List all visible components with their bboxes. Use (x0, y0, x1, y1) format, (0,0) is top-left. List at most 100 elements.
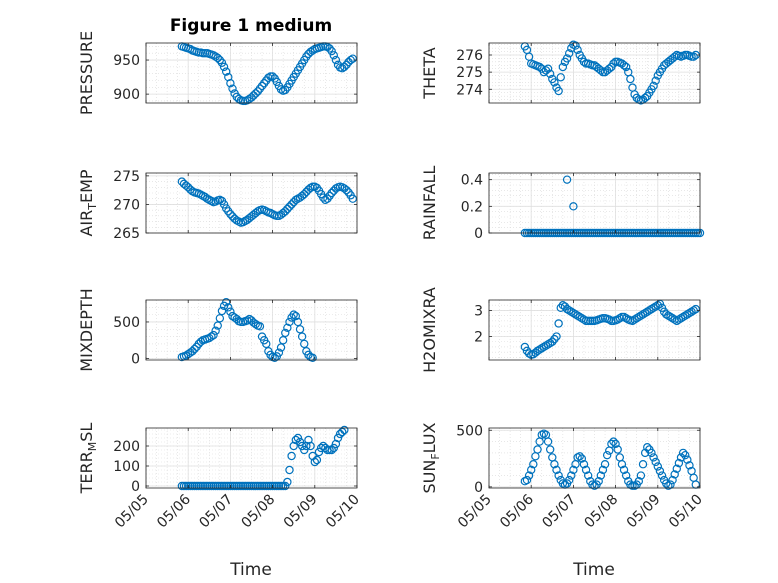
x-axis-label-right: Time (572, 560, 615, 580)
data-point (213, 53, 222, 63)
data-point (605, 64, 614, 73)
data-point (668, 314, 677, 323)
data-point (297, 441, 307, 451)
data-point (676, 314, 686, 323)
data-point (327, 188, 336, 198)
data-point (274, 348, 284, 357)
y-axis-label: RAINFALL (420, 166, 439, 241)
data-point (221, 67, 231, 76)
data-point (640, 93, 650, 103)
data-point (691, 304, 700, 314)
data-point (205, 333, 214, 343)
data-point (615, 314, 625, 323)
data-point (535, 345, 544, 354)
y-tick-label: 3 (474, 303, 483, 319)
data-point (255, 84, 265, 93)
data-point (666, 312, 675, 322)
data-point (556, 303, 565, 313)
data-point (524, 349, 534, 358)
data-point (672, 316, 681, 326)
data-point (295, 325, 305, 334)
data-point (672, 464, 681, 473)
data-point (302, 52, 311, 61)
data-point (575, 312, 584, 322)
data-point (638, 310, 648, 319)
axes-box (488, 427, 701, 489)
data-point (348, 54, 357, 63)
data-point (276, 343, 286, 352)
data-point (630, 315, 639, 324)
data-point (647, 448, 656, 458)
data-point (550, 460, 559, 469)
data-point (564, 475, 574, 485)
data-point (300, 445, 309, 455)
data-point (569, 202, 578, 211)
data-point (329, 443, 338, 453)
data-point (291, 311, 301, 321)
data-point (257, 81, 267, 91)
data-point (283, 323, 292, 333)
data-point (664, 311, 673, 320)
data-point (683, 455, 692, 464)
data-point (331, 55, 341, 65)
data-point (342, 60, 351, 70)
data-point (554, 471, 563, 480)
y-tick-label: 900 (113, 87, 140, 103)
data-point (647, 304, 656, 314)
data-point (190, 344, 199, 354)
data-point (224, 303, 233, 312)
data-point (251, 319, 260, 329)
data-point (213, 321, 222, 330)
data-point (634, 477, 644, 486)
data-point (600, 460, 610, 469)
data-point (262, 339, 271, 349)
data-point (215, 55, 225, 65)
data-point (312, 455, 322, 465)
data-point (221, 297, 231, 307)
data-point (255, 322, 265, 331)
data-point (522, 475, 532, 485)
data-point (289, 310, 298, 319)
data-point (575, 452, 584, 461)
data-point (643, 307, 652, 316)
data-point (264, 73, 273, 82)
axes-box (145, 42, 358, 104)
data-point (621, 471, 631, 480)
axes-box (145, 299, 358, 361)
y-tick-label: 500 (113, 315, 140, 331)
data-point (537, 344, 546, 353)
axes-box (145, 172, 358, 234)
data-point (596, 471, 606, 480)
data-point (651, 76, 660, 85)
data-point (564, 306, 574, 315)
data-point (598, 465, 608, 475)
data-point (685, 308, 694, 318)
data-point (287, 200, 296, 209)
y-tick-label: 950 (113, 53, 140, 69)
data-point (634, 312, 644, 322)
y-tick-label: 0 (474, 226, 483, 242)
data-point (674, 315, 684, 324)
data-point (533, 445, 542, 454)
data-point (281, 207, 290, 216)
y-tick-label: 0 (131, 479, 140, 495)
data-point (283, 204, 292, 214)
y-tick-label: 0 (474, 480, 483, 496)
data-point (552, 332, 561, 341)
data-point (272, 77, 282, 87)
data-point (300, 339, 309, 349)
x-axis-label-left: Time (229, 560, 272, 580)
data-point (306, 441, 315, 451)
data-point (226, 79, 235, 88)
data-point (567, 307, 576, 316)
data-point (668, 475, 677, 485)
data-point (609, 59, 618, 68)
data-point (270, 353, 279, 363)
data-point (562, 175, 572, 184)
data-point (577, 454, 587, 463)
data-point (300, 189, 309, 199)
data-point (293, 317, 303, 327)
data-point (685, 461, 694, 470)
